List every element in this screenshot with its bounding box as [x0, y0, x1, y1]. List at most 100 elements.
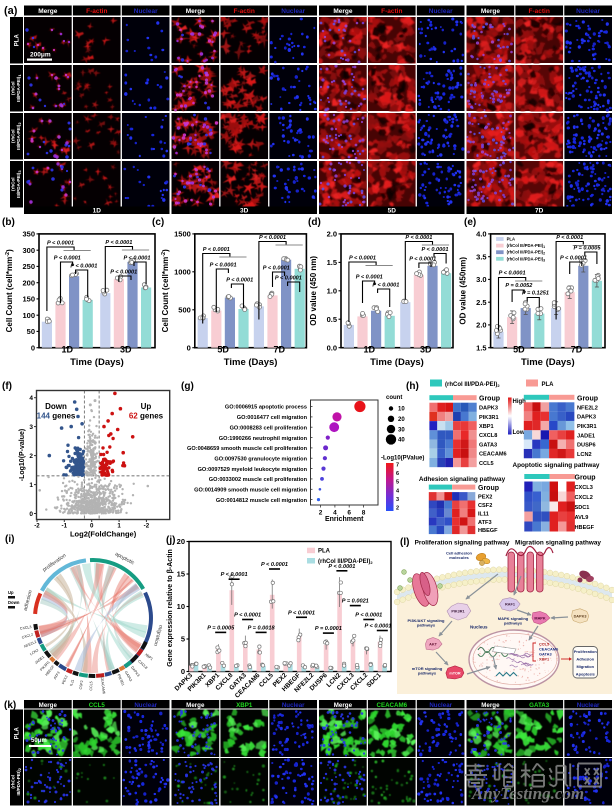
svg-text:(rhCol III/PDA-PEI)2: (rhCol III/PDA-PEI)2 — [318, 559, 373, 565]
svg-text:(d): (d) — [308, 217, 321, 228]
svg-text:IL11: IL11 — [478, 511, 489, 517]
svg-text:5: 5 — [181, 635, 185, 644]
svg-text:DUSP6: DUSP6 — [577, 443, 596, 449]
svg-text:2: 2 — [396, 506, 399, 512]
svg-text:CXCL2: CXCL2 — [21, 633, 33, 640]
svg-text:Low: Low — [513, 430, 525, 436]
svg-text:CCL5: CCL5 — [89, 702, 106, 709]
svg-text:(rhCol III/PDA-PEI)2: (rhCol III/PDA-PEI)2 — [445, 382, 500, 388]
svg-text:15: 15 — [177, 570, 185, 579]
svg-text:P < 0.0001: P < 0.0001 — [47, 241, 74, 247]
svg-text:6: 6 — [396, 471, 399, 477]
svg-text:3D: 3D — [240, 207, 249, 214]
svg-text:0: 0 — [31, 343, 35, 352]
svg-text:20: 20 — [177, 537, 185, 546]
svg-text:MAPK: MAPK — [534, 616, 545, 620]
svg-text:DAPK3: DAPK3 — [577, 415, 596, 421]
svg-text:2.0: 2.0 — [327, 230, 337, 239]
svg-text:JADE1: JADE1 — [34, 655, 45, 665]
svg-text:(i): (i) — [5, 534, 14, 545]
svg-text:Nucleus: Nucleus — [470, 625, 488, 630]
svg-text:P < 0.0001: P < 0.0001 — [355, 613, 382, 619]
svg-text:P < 0.0001: P < 0.0001 — [405, 235, 432, 241]
svg-text:F-actin: F-actin — [234, 8, 255, 15]
svg-text:P < 0.0001: P < 0.0001 — [421, 247, 448, 253]
svg-text:PLA: PLA — [318, 549, 331, 555]
svg-text:GATA3: GATA3 — [539, 652, 552, 657]
svg-text:III/PDA-PEI)2: III/PDA-PEI)2 — [16, 122, 22, 150]
svg-text:P < 0.0001: P < 0.0001 — [110, 270, 137, 276]
svg-text:(rhCol: (rhCol — [11, 81, 16, 95]
svg-text:-2: -2 — [144, 523, 150, 530]
svg-text:CEACAM6: CEACAM6 — [539, 647, 559, 652]
svg-text:GO:0097530 granulocyte migrati: GO:0097530 granulocyte migration — [214, 456, 307, 462]
svg-text:ATF3: ATF3 — [478, 520, 492, 526]
svg-text:AKT: AKT — [429, 642, 437, 646]
svg-text:GO:0006915 apoptotic process: GO:0006915 apoptotic process — [225, 405, 307, 411]
svg-text:High: High — [513, 399, 527, 405]
svg-text:Merge: Merge — [38, 8, 58, 15]
svg-text:5D: 5D — [513, 345, 525, 355]
svg-text:CXCL2: CXCL2 — [575, 495, 593, 501]
svg-text:HBEGF: HBEGF — [575, 525, 595, 531]
svg-text:CXCL8: CXCL8 — [137, 659, 148, 670]
svg-text:0.5: 0.5 — [327, 315, 337, 324]
svg-text:GO:0048659 smooth muscle cell: GO:0048659 smooth muscle cell proliferat… — [187, 446, 308, 452]
svg-text:Cell Count (cell*mm-2): Cell Count (cell*mm-2) — [5, 249, 14, 332]
svg-text:ATF3: ATF3 — [53, 671, 61, 680]
svg-text:CSF2: CSF2 — [79, 680, 84, 690]
svg-text:LCN2: LCN2 — [577, 452, 592, 458]
svg-text:(g): (g) — [181, 381, 194, 392]
svg-text:CCL5: CCL5 — [89, 681, 93, 690]
svg-text:HBEGF: HBEGF — [478, 528, 498, 534]
svg-text:P = 0.1251: P = 0.1251 — [522, 291, 549, 297]
svg-text:Group: Group — [479, 396, 500, 403]
svg-text:1D: 1D — [93, 207, 102, 214]
svg-text:CCL5: CCL5 — [479, 461, 494, 467]
svg-text:(l): (l) — [400, 537, 409, 548]
svg-text:300: 300 — [22, 246, 35, 255]
svg-text:HBEGF: HBEGF — [45, 664, 56, 677]
svg-text:DAPK3: DAPK3 — [130, 665, 140, 677]
svg-text:P < 0.0001: P < 0.0001 — [123, 256, 150, 262]
svg-text:144 genes: 144 genes — [37, 412, 76, 421]
svg-text:migration: migration — [152, 624, 163, 646]
svg-text:(rhCol: (rhCol — [11, 775, 16, 789]
svg-text:4: 4 — [333, 510, 337, 517]
svg-text:(rhCol III/PDA-PEI)2: (rhCol III/PDA-PEI)2 — [507, 250, 546, 256]
svg-text:Nuclear: Nuclear — [134, 8, 158, 15]
svg-text:PLA: PLA — [15, 34, 21, 47]
svg-text:Nuclear: Nuclear — [576, 8, 600, 15]
svg-text:CCL5: CCL5 — [258, 672, 275, 689]
svg-text:DAPK3: DAPK3 — [479, 406, 498, 412]
svg-text:-2: -2 — [34, 523, 40, 530]
svg-text:P < 0.0001: P < 0.0001 — [409, 257, 436, 263]
svg-text:P < 0.0001: P < 0.0001 — [210, 263, 237, 269]
svg-text:CSF2: CSF2 — [478, 503, 492, 509]
svg-text:20: 20 — [398, 417, 405, 423]
svg-text:6: 6 — [347, 510, 351, 517]
svg-text:Cell Count (cell*mm-2): Cell Count (cell*mm-2) — [161, 249, 170, 332]
svg-text:Nuclear: Nuclear — [281, 8, 305, 15]
svg-text:-Log10(PValue): -Log10(PValue) — [381, 456, 424, 462]
svg-text:Merge: Merge — [481, 702, 500, 709]
svg-text:P < 0.0001: P < 0.0001 — [288, 610, 315, 616]
svg-text:1500: 1500 — [174, 230, 191, 239]
svg-text:Nuclear: Nuclear — [429, 8, 453, 15]
svg-text:XBP1: XBP1 — [144, 653, 154, 662]
svg-text:10: 10 — [177, 602, 185, 611]
svg-text:count: count — [386, 395, 402, 401]
svg-text:XBP1: XBP1 — [539, 657, 550, 662]
svg-text:(rhCol: (rhCol — [11, 177, 16, 191]
svg-text:Gene expression relative to β-: Gene expression relative to β-Actin — [167, 549, 174, 666]
svg-text:3D: 3D — [120, 345, 132, 355]
svg-text:PEX2: PEX2 — [478, 495, 492, 501]
svg-text:OD value (450 nm): OD value (450 nm) — [309, 256, 318, 326]
svg-text:P < 0.0001: P < 0.0001 — [356, 275, 383, 281]
svg-text:P < 0.0001: P < 0.0001 — [328, 564, 355, 570]
svg-text:3.5: 3.5 — [476, 252, 486, 261]
svg-text:40: 40 — [398, 438, 405, 444]
svg-text:Up: Up — [141, 402, 152, 411]
